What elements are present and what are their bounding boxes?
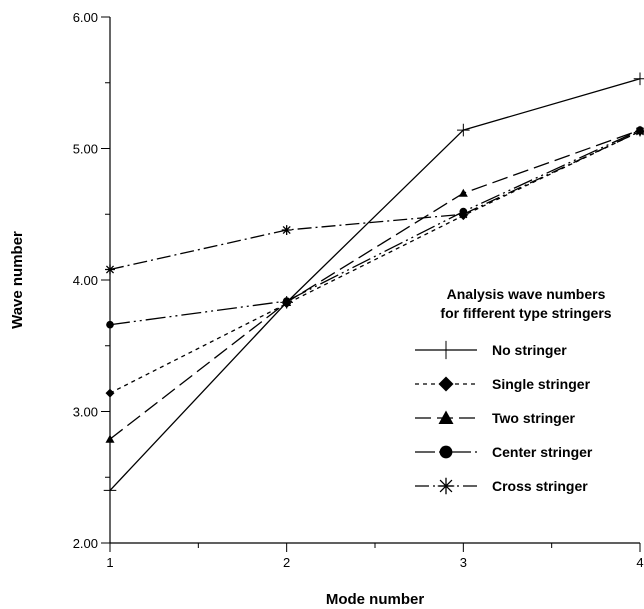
x-axis-title: Mode number — [326, 591, 424, 608]
plus-marker — [436, 340, 456, 360]
x-tick-label: 4 — [636, 555, 643, 570]
y-tick-label: 5.00 — [73, 142, 98, 157]
legend-title-line-2: for fifferent type stringers — [440, 305, 611, 321]
star-marker — [458, 209, 469, 220]
diamond-marker — [438, 376, 454, 392]
x-tick-label: 3 — [460, 555, 467, 570]
plus-marker — [457, 123, 470, 137]
y-tick-label: 4.00 — [73, 273, 98, 288]
legend-label: No stringer — [492, 342, 567, 358]
diamond-marker — [105, 388, 115, 398]
circle-marker — [439, 445, 453, 459]
star-marker — [635, 126, 644, 137]
star-marker — [105, 264, 115, 275]
legend-item: Two stringer — [415, 410, 576, 426]
star-marker — [281, 225, 292, 235]
legend-label: Cross stringer — [492, 478, 588, 494]
triangle-marker — [458, 188, 468, 197]
series-layer — [103, 72, 644, 497]
series-line — [109, 78, 641, 491]
axes — [109, 17, 640, 544]
legend-item: No stringer — [415, 340, 567, 360]
y-tick-label: 3.00 — [73, 405, 98, 420]
y-tick-label: 6.00 — [73, 10, 98, 25]
y-axis-ticks: 2.00 3.00 4.00 5.00 6.00 — [73, 10, 110, 551]
series-line — [109, 130, 641, 394]
x-tick-label: 2 — [283, 555, 290, 570]
plus-marker — [633, 72, 644, 86]
star-marker — [437, 477, 455, 495]
series-line — [109, 129, 641, 440]
y-tick-label: 2.00 — [73, 536, 98, 551]
legend-item: Center stringer — [415, 444, 593, 460]
y-axis-title: Wave number — [9, 231, 26, 329]
legend-item: Single stringer — [415, 376, 591, 392]
x-tick-label: 1 — [106, 555, 113, 570]
series-cross-stringer — [105, 126, 644, 275]
x-axis-ticks: 1 2 3 4 — [106, 543, 644, 570]
legend: Analysis wave numbers for fifferent type… — [415, 286, 612, 495]
circle-marker — [106, 320, 114, 329]
plus-marker — [103, 484, 117, 497]
series-no-stringer — [103, 72, 644, 497]
series-two-stringer — [105, 125, 644, 443]
legend-label: Center stringer — [492, 444, 593, 460]
legend-title-line-1: Analysis wave numbers — [447, 286, 606, 302]
triangle-marker — [438, 410, 454, 424]
circle-marker — [282, 297, 291, 305]
series-line — [109, 129, 641, 326]
triangle-marker — [105, 434, 115, 443]
legend-label: Two stringer — [492, 410, 576, 426]
series-line — [109, 130, 641, 271]
legend-label: Single stringer — [492, 376, 591, 392]
legend-item: Cross stringer — [415, 477, 588, 495]
